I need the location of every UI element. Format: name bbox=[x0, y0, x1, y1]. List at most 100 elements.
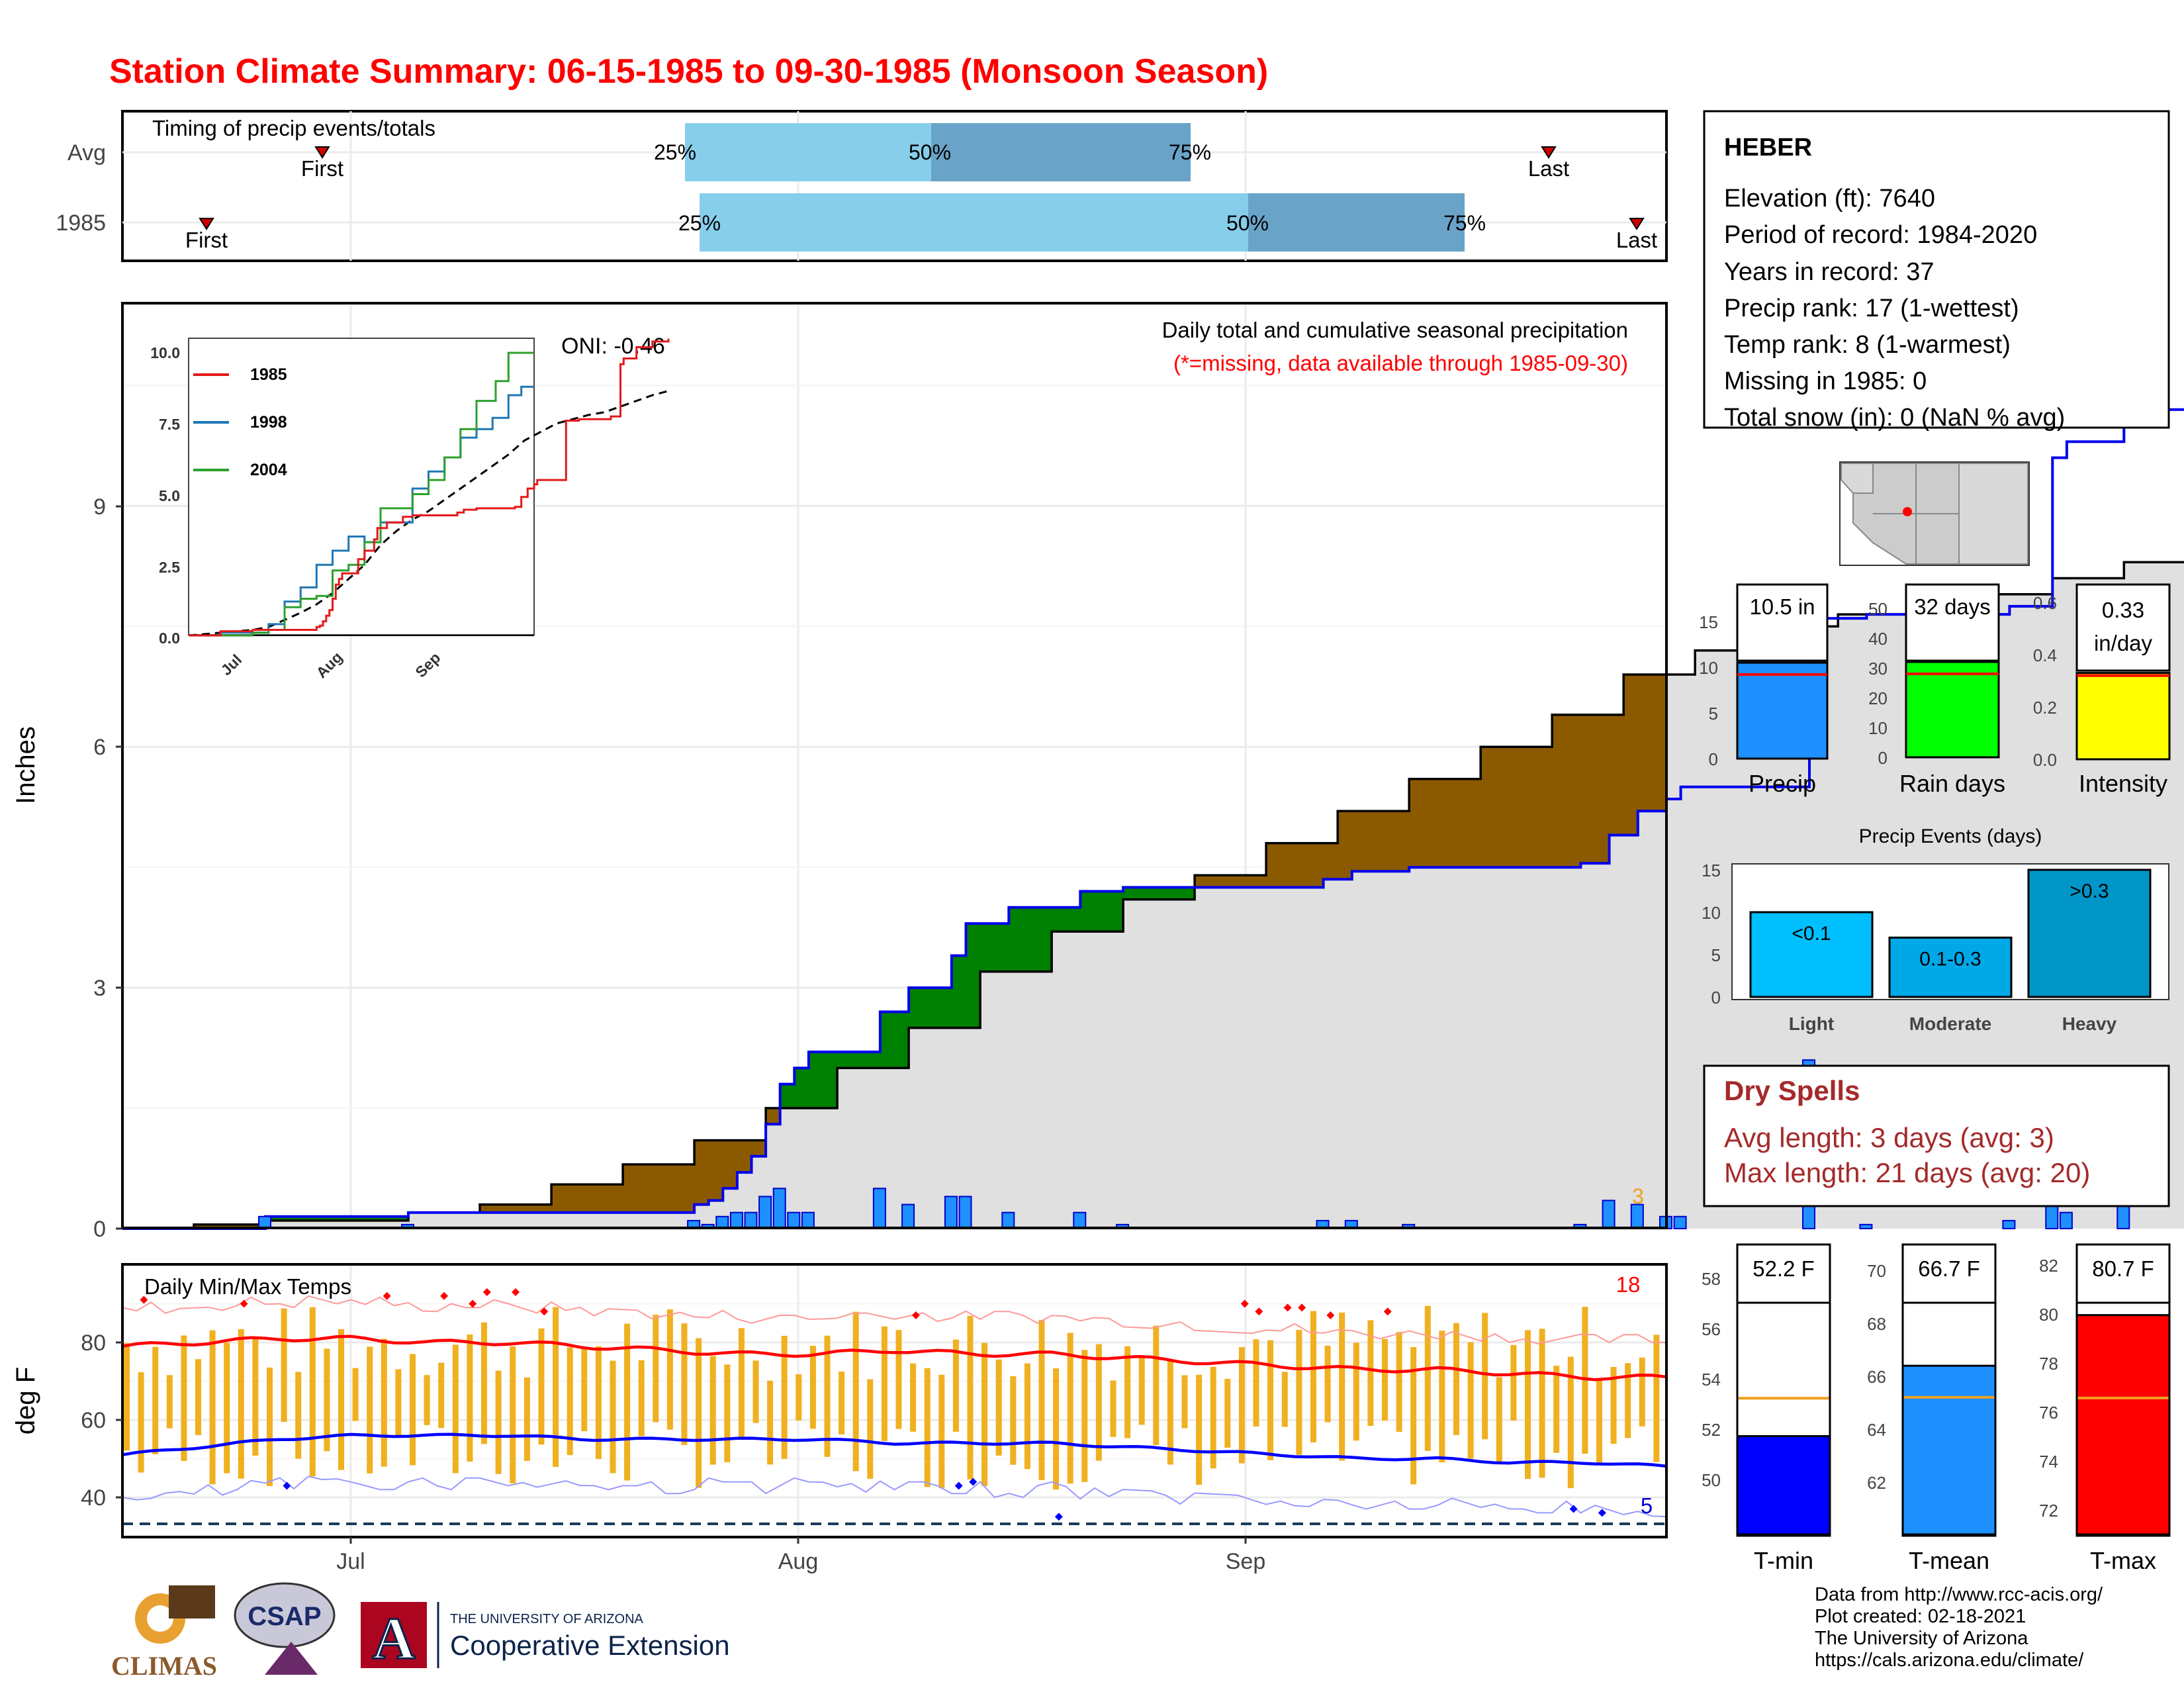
svg-text:A: A bbox=[373, 1606, 416, 1671]
tmean-bar bbox=[1901, 1364, 1997, 1536]
diff-area-day-36 bbox=[637, 1164, 652, 1213]
temp-bar-42 bbox=[724, 1364, 731, 1462]
diff-area-day-99 bbox=[1537, 747, 1553, 868]
temp-bar-35 bbox=[624, 1323, 631, 1481]
temp-label: Daily Min/Max Temps bbox=[144, 1274, 351, 1299]
temp-ytick-60: 60 bbox=[81, 1408, 106, 1433]
raindays-tick-30: 30 bbox=[1868, 659, 1888, 679]
diff-area-day-76 bbox=[1208, 875, 1224, 888]
diff-area-day-68 bbox=[1094, 891, 1110, 932]
intensity-tick-00: 0.0 bbox=[2033, 750, 2057, 770]
temp-bar-59 bbox=[967, 1315, 974, 1479]
yr-pct-50: 50% bbox=[1226, 211, 1269, 235]
station-temp-rank: Temp rank: 8 (1-warmest) bbox=[1724, 331, 2011, 359]
record-min-marker-0 bbox=[283, 1481, 291, 1490]
daily-bar-44 bbox=[744, 1211, 758, 1229]
temp-bar-2 bbox=[152, 1346, 159, 1454]
diff-area-day-82 bbox=[1295, 843, 1310, 888]
diff-area-day-16 bbox=[351, 1216, 366, 1221]
avg-quartile-bar-1 bbox=[685, 123, 931, 181]
diff-area-day-46 bbox=[780, 1084, 795, 1109]
inset-ytick-7: 7.5 bbox=[159, 416, 180, 433]
temp-bar-91 bbox=[1424, 1305, 1431, 1451]
temp-bar-47 bbox=[796, 1374, 802, 1421]
diff-area-day-62 bbox=[1009, 907, 1024, 972]
daily-bar-46 bbox=[772, 1188, 786, 1229]
daily-bar-45 bbox=[758, 1196, 772, 1229]
temp-bar-0 bbox=[124, 1343, 130, 1451]
diff-area-day-40 bbox=[694, 1140, 709, 1205]
precip-ylabel: Inches bbox=[11, 726, 40, 804]
precip-summary: 15 10 5 0 10.5 in Precip bbox=[1699, 583, 1829, 797]
diff-area-day-7 bbox=[222, 1224, 238, 1229]
daily-bar-67 bbox=[1073, 1211, 1087, 1229]
inset-1985-line bbox=[189, 338, 670, 637]
tmean-tick-70: 70 bbox=[1867, 1261, 1886, 1281]
locator-map bbox=[1839, 461, 2030, 566]
tmax-bar bbox=[2075, 1314, 2171, 1536]
record-markers bbox=[140, 1288, 1606, 1521]
temp-bar-104 bbox=[1610, 1367, 1617, 1444]
temp-bar-50 bbox=[839, 1371, 845, 1434]
inset-legend-1998: 1998 bbox=[250, 413, 287, 432]
diff-area-day-92 bbox=[1437, 778, 1453, 868]
temp-bar-31 bbox=[567, 1347, 573, 1456]
diff-area-day-96 bbox=[1494, 747, 1510, 868]
tmin-label: T-min bbox=[1754, 1547, 1813, 1574]
inset-ytick-5: 5.0 bbox=[159, 487, 180, 504]
temp-bar-13 bbox=[309, 1307, 316, 1477]
temp-summary-panels: 58 56 54 52 50 52.2 F T-min 70 68 66 64 … bbox=[1702, 1243, 2171, 1574]
ytick-0: 0 bbox=[93, 1217, 106, 1242]
timing-row-avg: Avg bbox=[68, 140, 106, 165]
daily-bar-48 bbox=[801, 1211, 815, 1229]
diff-area-day-47 bbox=[794, 1068, 809, 1108]
summary-bar-panels: 15 10 5 0 10.5 in Precip 50 40 30 20 10 … bbox=[1699, 583, 2171, 797]
temp-bar-15 bbox=[338, 1329, 344, 1470]
diff-area-day-10 bbox=[265, 1216, 281, 1221]
temp-bar-33 bbox=[595, 1346, 602, 1460]
record-max-marker-3 bbox=[440, 1291, 449, 1300]
avg-first-label: First bbox=[301, 156, 343, 181]
tmin-tick-50: 50 bbox=[1702, 1470, 1721, 1490]
temp-bar-56 bbox=[924, 1368, 931, 1487]
precip-caption: Daily total and cumulative seasonal prec… bbox=[1162, 318, 1628, 342]
record-max-marker-9 bbox=[1240, 1299, 1249, 1308]
temp-bar-68 bbox=[1095, 1344, 1102, 1461]
record-min-marker-1 bbox=[954, 1481, 963, 1490]
record-max-marker-8 bbox=[911, 1311, 920, 1320]
station-name: HEBER bbox=[1724, 134, 1812, 162]
diff-area-day-107 bbox=[1652, 675, 1667, 812]
temp-ylabel: deg F bbox=[11, 1367, 40, 1434]
temp-bar-79 bbox=[1253, 1339, 1259, 1427]
temp-bar-14 bbox=[324, 1348, 330, 1452]
record-max-marker-4 bbox=[469, 1299, 477, 1308]
tmax-summary: 82 80 78 76 74 72 80.7 F T-max bbox=[2039, 1243, 2171, 1574]
diff-area-day-32 bbox=[580, 1184, 595, 1213]
diff-area-day-53 bbox=[880, 1011, 895, 1068]
temp-bar-39 bbox=[681, 1323, 688, 1445]
daily-bar-59 bbox=[958, 1196, 972, 1229]
diff-area-day-60 bbox=[980, 923, 995, 972]
temp-panel-frame bbox=[121, 1263, 1668, 1538]
precip-event-bars: <0.1 0.1-0.3 >0.3 bbox=[1749, 868, 2152, 998]
record-max-marker-2 bbox=[383, 1291, 391, 1300]
tmax-tick-76: 76 bbox=[2039, 1403, 2058, 1423]
inset-ytick-2: 2.5 bbox=[159, 559, 180, 576]
tmin-tick-54: 54 bbox=[1702, 1370, 1721, 1389]
temp-bar-41 bbox=[709, 1356, 716, 1465]
yr-quartile-bar-2 bbox=[1248, 193, 1465, 252]
missing-note: (*=missing, data available through 1985-… bbox=[1173, 351, 1628, 375]
diff-area-day-74 bbox=[1180, 887, 1195, 900]
avg-pct-75: 75% bbox=[1169, 140, 1211, 164]
temp-bar-34 bbox=[610, 1360, 616, 1474]
intensity-tick-04: 0.4 bbox=[2033, 645, 2057, 665]
rain-days-bar bbox=[1905, 661, 2000, 759]
diff-area-day-70 bbox=[1123, 887, 1138, 900]
year-cumulative-line bbox=[122, 408, 2184, 1230]
station-precip-rank: Precip rank: 17 (1-wettest) bbox=[1724, 295, 2019, 322]
diff-area-day-19 bbox=[394, 1216, 409, 1221]
inset-2004-line bbox=[189, 352, 534, 637]
ua-logo-big: Cooperative Extension bbox=[450, 1630, 730, 1661]
temp-bar-43 bbox=[738, 1328, 745, 1438]
